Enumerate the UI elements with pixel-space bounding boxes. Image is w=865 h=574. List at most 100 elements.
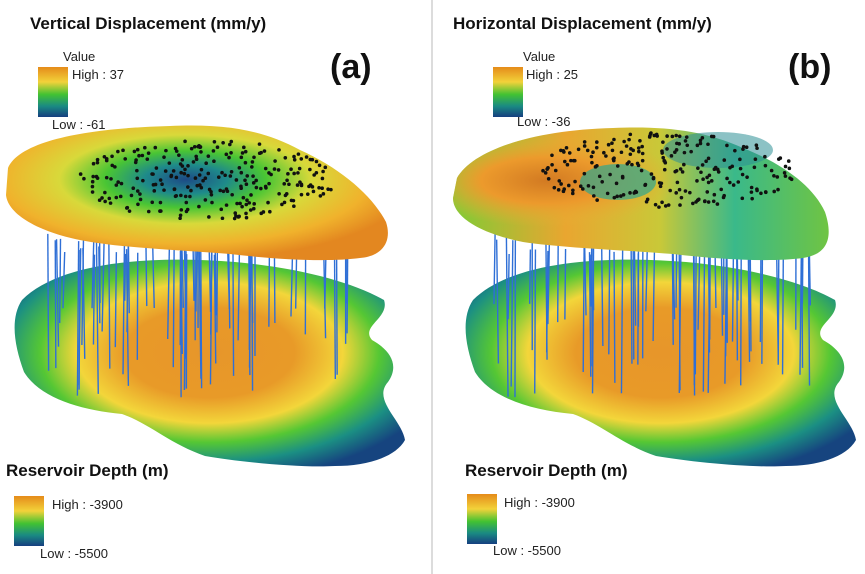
- station-dot: [740, 196, 745, 201]
- well-line: [630, 237, 633, 364]
- station-dot: [694, 200, 698, 204]
- station-dot: [194, 157, 199, 162]
- station-dot: [236, 215, 241, 219]
- reservoir-color-ramp: [14, 496, 44, 546]
- station-dot: [183, 167, 187, 172]
- station-dot: [615, 194, 619, 199]
- station-dot: [314, 159, 319, 164]
- station-dot: [329, 187, 333, 192]
- station-dot: [154, 166, 159, 170]
- station-dot: [118, 194, 123, 199]
- station-dot: [323, 165, 328, 170]
- well-line: [608, 246, 611, 355]
- well-line: [213, 254, 217, 364]
- station-dot: [662, 167, 667, 172]
- station-dot: [614, 181, 619, 186]
- station-dot: [91, 174, 95, 179]
- station-dot: [541, 168, 545, 173]
- station-dot: [103, 199, 107, 204]
- station-dot: [119, 181, 124, 186]
- station-dot: [695, 143, 700, 148]
- well-line: [92, 254, 96, 345]
- well-line: [534, 249, 537, 394]
- station-dot: [562, 150, 566, 154]
- station-dot: [110, 154, 114, 159]
- station-dot: [682, 150, 687, 155]
- station-dot: [786, 159, 791, 163]
- station-dot: [197, 173, 202, 177]
- station-dot: [133, 160, 138, 165]
- station-dot: [239, 170, 244, 175]
- station-dot: [550, 162, 554, 167]
- station-dot: [244, 215, 249, 220]
- station-dot: [103, 190, 107, 195]
- station-dot: [706, 156, 711, 161]
- station-dot: [665, 147, 669, 151]
- station-dot: [292, 157, 297, 162]
- well-line: [47, 233, 50, 371]
- station-dot: [594, 145, 599, 150]
- station-dot: [164, 148, 168, 153]
- station-dot: [733, 148, 737, 153]
- station-dot: [569, 158, 573, 163]
- station-dot: [201, 178, 205, 183]
- well-line: [799, 235, 803, 375]
- well-line: [127, 244, 130, 314]
- station-dot: [238, 201, 242, 206]
- station-dot: [152, 189, 157, 193]
- station-dot: [95, 157, 100, 162]
- station-dot: [121, 148, 125, 153]
- well-line: [613, 251, 616, 383]
- well-line: [268, 245, 271, 327]
- station-dot: [698, 141, 703, 146]
- station-dot: [783, 174, 788, 178]
- station-dot: [705, 190, 710, 194]
- station-dot: [644, 199, 649, 204]
- station-dot: [178, 213, 183, 218]
- station-dot: [124, 206, 129, 210]
- station-dot: [289, 167, 293, 172]
- well-line: [78, 248, 82, 386]
- station-dot: [689, 149, 693, 154]
- reservoir-high-label: High : -3900: [52, 497, 123, 512]
- well-line: [323, 253, 327, 339]
- well-line: [652, 252, 656, 342]
- station-dot: [740, 172, 745, 177]
- station-dot: [243, 160, 248, 165]
- station-dot: [728, 165, 732, 170]
- station-dot: [749, 185, 754, 190]
- station-dot: [95, 176, 100, 180]
- station-dot: [725, 143, 729, 148]
- well-line: [582, 239, 585, 373]
- station-dot: [749, 190, 754, 194]
- station-dot: [137, 153, 141, 158]
- station-dot: [643, 183, 647, 188]
- station-dot: [657, 181, 662, 185]
- station-dot: [296, 171, 300, 175]
- station-dot: [669, 154, 674, 158]
- station-dot: [241, 195, 246, 200]
- legend-heading: Value: [523, 49, 556, 64]
- station-dot: [252, 202, 256, 206]
- station-dot: [581, 187, 585, 191]
- station-dot: [199, 167, 204, 172]
- station-dot: [171, 169, 176, 173]
- station-dot: [90, 190, 95, 194]
- panel-vertical-displacement: Vertical Displacement (mm/y) (a) Value H…: [0, 0, 432, 574]
- station-dot: [660, 149, 664, 153]
- well-line: [678, 244, 681, 391]
- station-dot: [237, 166, 242, 170]
- station-dot: [212, 139, 217, 144]
- station-dot: [677, 187, 682, 192]
- station-dot: [722, 158, 727, 162]
- station-dot: [615, 164, 620, 168]
- station-dot: [224, 203, 229, 207]
- station-dot: [141, 178, 145, 183]
- station-dot: [744, 145, 749, 149]
- station-dot: [697, 197, 701, 202]
- station-dot: [752, 165, 757, 170]
- station-dot: [320, 176, 325, 181]
- station-dot: [545, 167, 549, 171]
- station-dot: [622, 139, 626, 144]
- well-line: [671, 246, 674, 345]
